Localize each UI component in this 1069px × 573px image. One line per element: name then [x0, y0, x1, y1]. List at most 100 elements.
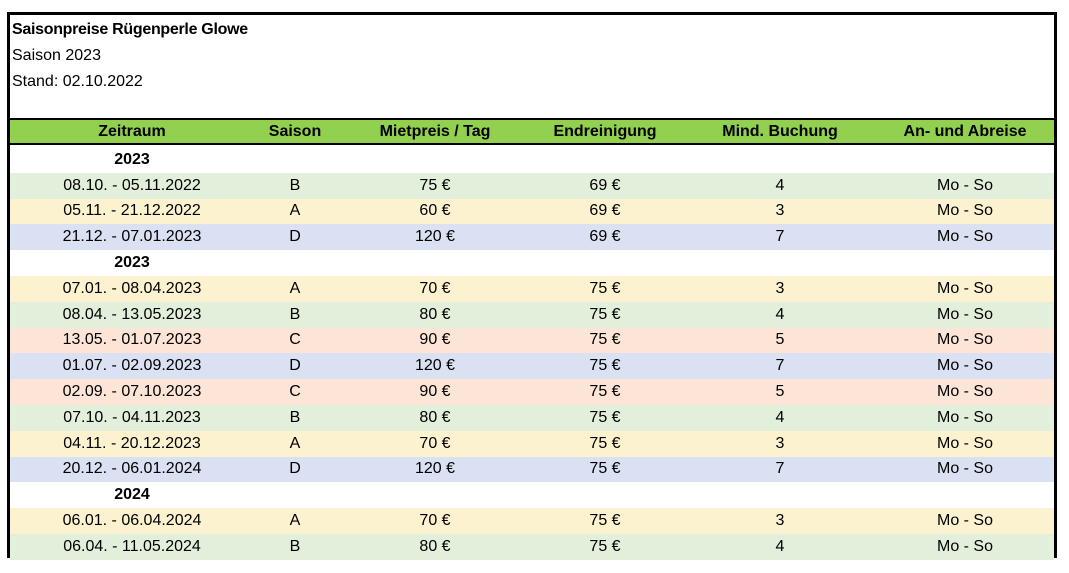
cell-anreise: Mo - So [936, 279, 993, 297]
cell-buchung: 3 [775, 434, 785, 452]
cell-anreise: Mo - So [936, 305, 993, 323]
cell-buchung: 7 [775, 357, 785, 375]
table-row: 05.11. - 21.12.2022 A 60 € 69 € 3 Mo - So [10, 198, 1054, 225]
cell-saison: A [289, 202, 301, 220]
cell-zeitraum: 08.04. - 13.05.2023 [62, 305, 202, 323]
col-header-mietpreis: Mietpreis / Tag [379, 122, 491, 140]
cell-zeitraum: 13.05. - 01.07.2023 [62, 331, 202, 349]
cell-saison: B [289, 176, 301, 194]
cell-buchung: 4 [775, 408, 785, 426]
year-row: 2023 [10, 147, 1054, 173]
cell-reinigung: 75 € [589, 537, 621, 555]
col-header-saison: Saison [268, 122, 322, 140]
cell-reinigung: 69 € [589, 176, 621, 194]
cell-zeitraum: 07.10. - 04.11.2023 [63, 408, 201, 426]
cell-saison: B [289, 537, 301, 555]
cell-preis: 70 € [419, 512, 451, 530]
cell-zeitraum: 04.11. - 20.12.2023 [63, 434, 201, 452]
cell-preis: 70 € [419, 434, 451, 452]
cell-saison: C [289, 383, 301, 401]
cell-preis: 80 € [419, 408, 451, 426]
cell-anreise: Mo - So [936, 512, 993, 530]
table-row: 01.07. - 02.09.2023 D 120 € 75 € 7 Mo - So [10, 353, 1054, 380]
cell-anreise: Mo - So [936, 408, 993, 426]
cell-reinigung: 75 € [589, 383, 621, 401]
cell-reinigung: 69 € [589, 202, 621, 220]
cell-buchung: 5 [775, 331, 785, 349]
cell-anreise: Mo - So [936, 460, 993, 478]
cell-anreise: Mo - So [936, 434, 993, 452]
cell-anreise: Mo - So [936, 357, 993, 375]
cell-preis: 120 € [414, 460, 456, 478]
price-sheet: Saisonpreise Rügenperle Glowe Saison 202… [7, 12, 1057, 560]
table-row: 08.10. - 05.11.2022 B 75 € 69 € 4 Mo - So [10, 172, 1054, 199]
cell-zeitraum: 07.01. - 08.04.2023 [62, 279, 202, 297]
cell-preis: 120 € [414, 228, 456, 246]
cell-reinigung: 75 € [589, 357, 621, 375]
table-row: 02.09. - 07.10.2023 C 90 € 75 € 5 Mo - So [10, 379, 1054, 405]
cell-preis: 70 € [419, 279, 451, 297]
cell-saison: B [289, 305, 301, 323]
cell-saison: A [289, 279, 301, 297]
cell-reinigung: 75 € [589, 331, 621, 349]
table-row: 13.05. - 01.07.2023 C 90 € 75 € 5 Mo - So [10, 327, 1054, 354]
cell-reinigung: 69 € [589, 228, 621, 246]
cell-preis: 90 € [419, 383, 451, 401]
year-label: 2024 [114, 486, 150, 504]
cell-saison: B [289, 408, 301, 426]
col-header-zeitraum: Zeitraum [98, 122, 166, 140]
table-row: 21.12. - 07.01.2023 D 120 € 69 € 7 Mo - So [10, 224, 1054, 251]
cell-buchung: 4 [775, 176, 785, 194]
cell-saison: A [289, 434, 301, 452]
cell-zeitraum: 02.09. - 07.10.2023 [62, 383, 202, 401]
table-header: Zeitraum Saison Mietpreis / Tag Endreini… [10, 118, 1054, 145]
cell-anreise: Mo - So [936, 176, 993, 194]
stand-date: Stand: 02.10.2022 [12, 73, 143, 90]
col-header-mind-buchung: Mind. Buchung [722, 122, 838, 140]
season-label: Saison 2023 [12, 47, 101, 64]
cell-preis: 90 € [419, 331, 451, 349]
cell-saison: D [289, 228, 301, 246]
cell-anreise: Mo - So [936, 537, 993, 555]
cell-reinigung: 75 € [589, 512, 621, 530]
cell-zeitraum: 08.10. - 05.11.2022 [63, 176, 201, 194]
year-label: 2023 [114, 150, 150, 168]
cell-zeitraum: 06.04. - 11.05.2024 [63, 537, 201, 555]
table-row: 04.11. - 20.12.2023 A 70 € 75 € 3 Mo - So [10, 430, 1054, 457]
cell-buchung: 7 [775, 460, 785, 478]
sheet-title: Saisonpreise Rügenperle Glowe [12, 21, 248, 38]
table-row: 06.01. - 06.04.2024 A 70 € 75 € 3 Mo - So [10, 508, 1054, 534]
cell-reinigung: 75 € [589, 460, 621, 478]
cell-reinigung: 75 € [589, 408, 621, 426]
cell-saison: D [289, 357, 301, 375]
table-row: 07.10. - 04.11.2023 B 80 € 75 € 4 Mo - So [10, 405, 1054, 431]
cell-zeitraum: 01.07. - 02.09.2023 [62, 357, 202, 375]
cell-anreise: Mo - So [936, 331, 993, 349]
cell-reinigung: 75 € [589, 305, 621, 323]
cell-zeitraum: 20.12. - 06.01.2024 [62, 460, 202, 478]
table-row: 06.04. - 11.05.2024 B 80 € 75 € 4 Mo - So [10, 534, 1054, 560]
cell-saison: C [289, 331, 301, 349]
table-row: 07.01. - 08.04.2023 A 70 € 75 € 3 Mo - So [10, 276, 1054, 302]
year-label: 2023 [114, 254, 150, 272]
cell-buchung: 5 [775, 383, 785, 401]
cell-preis: 60 € [419, 202, 451, 220]
table-row: 20.12. - 06.01.2024 D 120 € 75 € 7 Mo - So [10, 456, 1054, 483]
year-row: 2023 [10, 250, 1054, 276]
cell-preis: 80 € [419, 305, 451, 323]
col-header-endreinigung: Endreinigung [553, 122, 657, 140]
col-header-an-abreise: An- und Abreise [903, 122, 1027, 140]
cell-anreise: Mo - So [936, 202, 993, 220]
cell-buchung: 3 [775, 512, 785, 530]
cell-preis: 75 € [419, 176, 451, 194]
cell-zeitraum: 06.01. - 06.04.2024 [62, 512, 202, 530]
year-row: 2024 [10, 482, 1054, 509]
cell-zeitraum: 05.11. - 21.12.2022 [63, 202, 201, 220]
table-row: 08.04. - 13.05.2023 B 80 € 75 € 4 Mo - So [10, 301, 1054, 328]
cell-buchung: 7 [775, 228, 785, 246]
cell-reinigung: 75 € [589, 279, 621, 297]
cell-buchung: 4 [775, 537, 785, 555]
cell-preis: 120 € [414, 357, 456, 375]
cell-reinigung: 75 € [589, 434, 621, 452]
cell-buchung: 3 [775, 202, 785, 220]
